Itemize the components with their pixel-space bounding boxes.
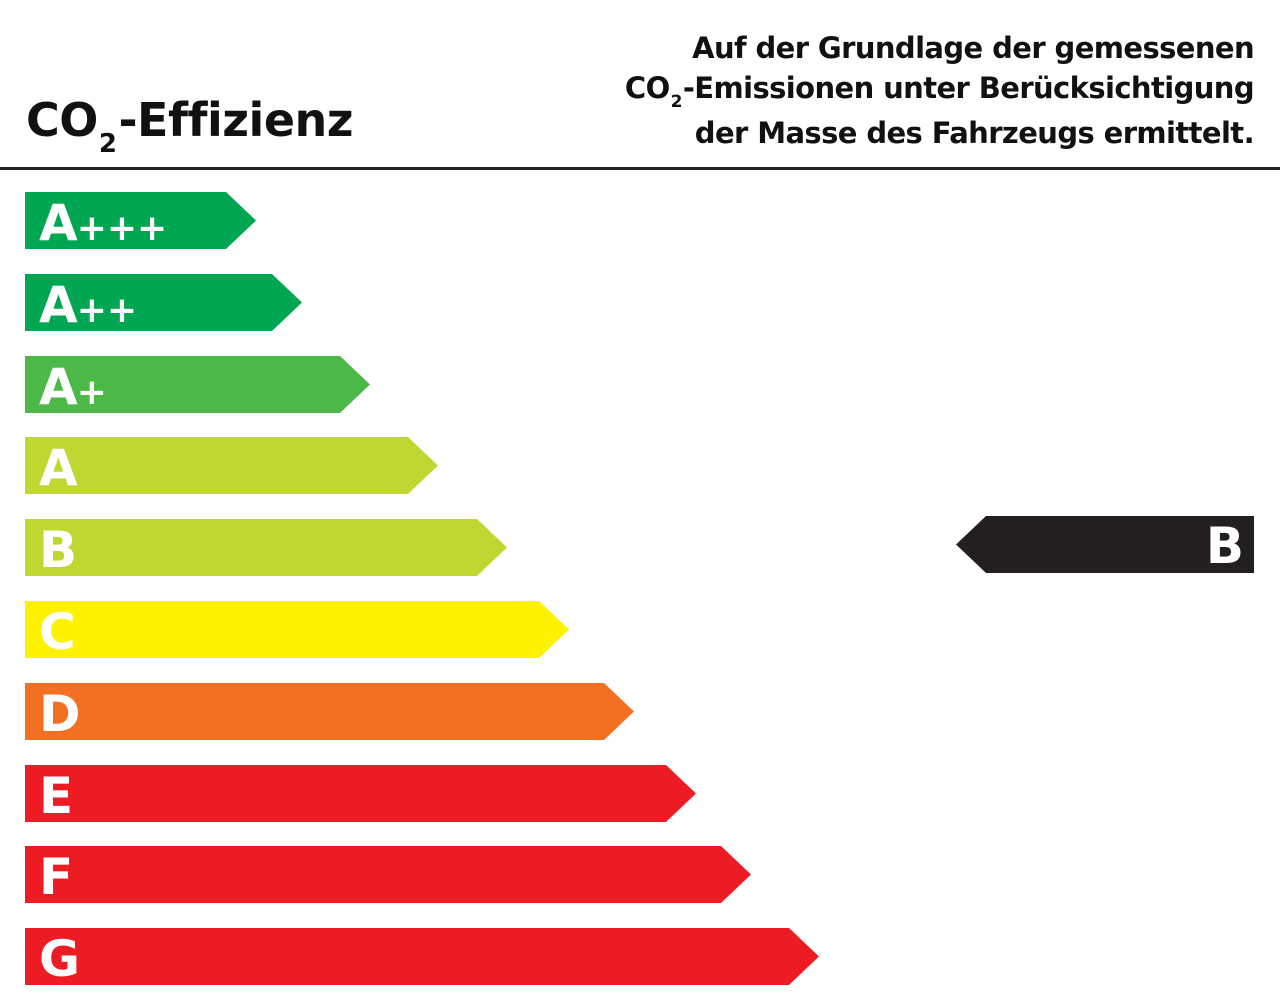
class-arrow-shape: [25, 192, 256, 249]
class-label: A: [39, 437, 78, 497]
class-arrow-shape: [25, 683, 634, 740]
header-divider: [0, 167, 1280, 170]
class-bar-ap: A+: [25, 356, 370, 416]
class-letter: A: [39, 276, 78, 334]
class-label: E: [39, 765, 73, 825]
class-arrow-shape: [25, 846, 751, 903]
class-arrow-shape: [25, 519, 507, 576]
class-bar-b: B: [25, 519, 507, 579]
class-bar-e: E: [25, 765, 696, 825]
class-letter: D: [39, 685, 81, 743]
description-line-1: Auf der Grundlage der gemessenen: [692, 31, 1255, 65]
class-bar-appp: A+++: [25, 192, 256, 252]
class-arrow-shape: [25, 274, 302, 331]
class-arrow-shape: [25, 928, 819, 985]
class-label: F: [39, 846, 73, 906]
class-bar-a: A: [25, 437, 438, 497]
class-plus: +++: [76, 208, 168, 249]
title-prefix: CO: [26, 93, 98, 147]
class-bar-f: F: [25, 846, 751, 906]
rating-indicator-label: B: [1205, 517, 1244, 575]
class-label: G: [39, 928, 80, 988]
class-plus: +: [76, 372, 107, 413]
class-arrow-shape: [25, 437, 438, 494]
class-letter: G: [39, 930, 80, 988]
class-bar-g: G: [25, 928, 819, 988]
class-letter: A: [39, 358, 78, 416]
description-line-2: CO2-Emissionen unter Berücksichtigung: [494, 68, 1255, 113]
class-bar-c: C: [25, 601, 569, 661]
rating-indicator: B: [956, 516, 1254, 575]
class-label: A+: [39, 356, 107, 416]
description-line-3: der Masse des Fahrzeugs ermittelt.: [694, 116, 1255, 150]
title-subscript: 2: [98, 129, 117, 159]
title-suffix: -Effizienz: [118, 93, 354, 147]
class-arrow-shape: [25, 356, 370, 413]
class-bar-app: A++: [25, 274, 302, 334]
class-label: C: [39, 601, 76, 661]
class-letter: F: [39, 848, 73, 906]
description-line-2-subscript: 2: [670, 92, 683, 112]
class-arrow-shape: [25, 601, 569, 658]
class-letter: C: [39, 603, 76, 661]
class-arrow-shape: [25, 765, 696, 822]
rating-arrow-shape: [956, 516, 1254, 573]
label-title: CO2-Effizienz: [26, 92, 354, 159]
class-bar-d: D: [25, 683, 634, 743]
class-label: A++: [39, 274, 138, 334]
class-letter: A: [39, 194, 78, 252]
class-label: B: [39, 519, 77, 579]
label-description: Auf der Grundlage der gemessenen CO2-Emi…: [494, 28, 1255, 153]
description-line-2-suffix: -Emissionen unter Berücksichtigung: [682, 71, 1255, 105]
class-plus: ++: [76, 290, 138, 331]
class-label: D: [39, 683, 81, 743]
description-line-2-prefix: CO: [624, 71, 670, 105]
class-letter: A: [39, 439, 78, 497]
class-letter: B: [39, 521, 77, 579]
class-letter: E: [39, 767, 73, 825]
class-label: A+++: [39, 192, 168, 252]
